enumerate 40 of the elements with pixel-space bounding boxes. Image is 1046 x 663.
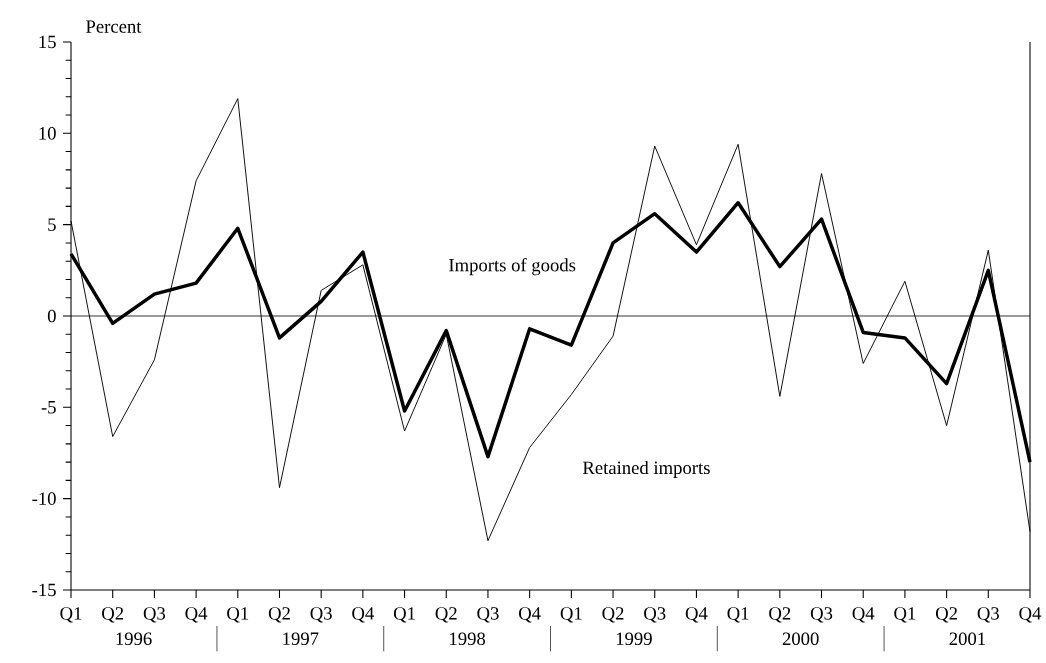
x-tick-label: Q1 [60,607,82,623]
x-tick-label: Q2 [268,607,290,623]
x-tick-label: Q3 [477,607,499,623]
y-axis-title: Percent [86,20,142,33]
x-tick-label: Q4 [519,607,541,623]
x-tick-label: Q2 [435,607,457,623]
x-tick-label: Q4 [185,607,208,623]
x-tick-label: Q3 [810,607,833,623]
y-tick-label: -5 [41,401,56,414]
x-tick-label: Q1 [393,607,415,623]
x-tick-label: Q3 [644,607,666,623]
x-tick-label: Q4 [352,607,374,623]
x-tick-label: Q3 [143,607,166,623]
text: 1997 [283,632,319,646]
y-tick-label: -10 [32,492,56,505]
x-tick-label: Q1 [727,607,749,623]
x-tick-label: Q2 [102,607,124,623]
text: 2001 [949,632,986,646]
x-tick-label: Q2 [935,607,957,623]
text: Retained imports [582,460,710,478]
x-tick-label: Q1 [894,607,916,623]
text: 1999 [616,632,652,646]
series-label: Imports of goods [449,258,576,276]
y-tick-label: 5 [48,218,56,231]
y-tick-label: 10 [39,127,56,140]
x-tick-label: Q1 [227,607,249,623]
x-tick-label: Q3 [977,607,999,623]
x-tick-label: Q2 [769,607,791,623]
x-tick-label: Q4 [685,607,708,623]
y-tick-label: -15 [32,583,56,597]
x-tick-label: Q3 [310,607,332,623]
x-tick-label: Q1 [560,607,582,623]
x-tick-label: Q2 [602,607,624,623]
text: 1998 [450,632,486,646]
text: 2000 [782,632,819,646]
y-tick-label: 15 [39,35,56,49]
x-tick-label: Q4 [1019,607,1042,623]
text: 1996 [116,632,152,646]
y-tick-label: 0 [47,309,56,323]
x-tick-label: Q4 [852,607,875,623]
